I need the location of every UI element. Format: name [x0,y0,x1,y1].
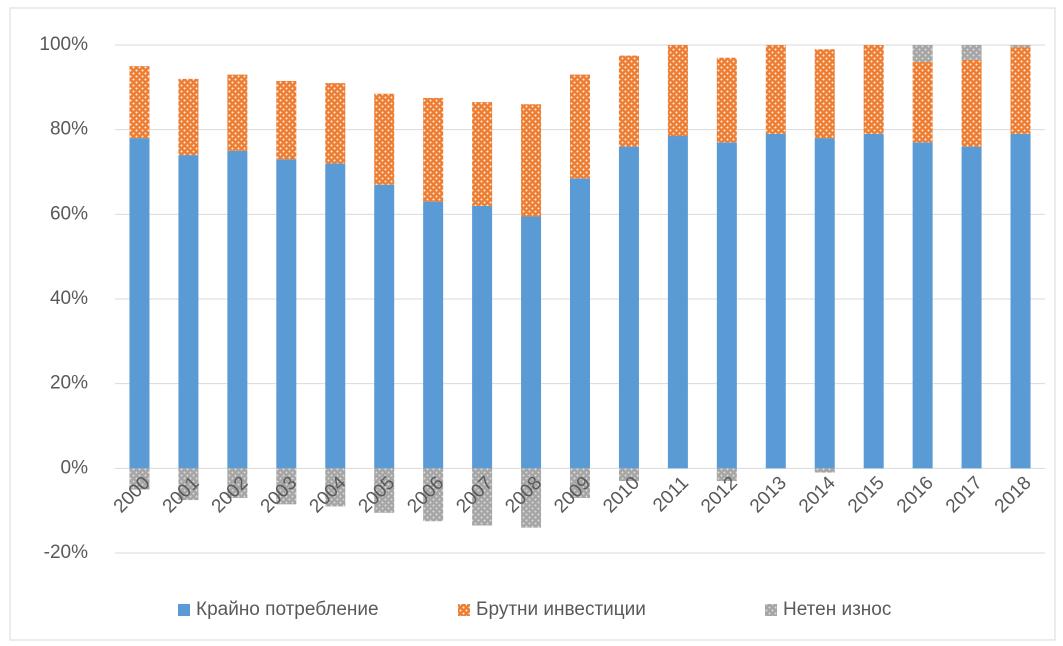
bar [765,133,786,469]
bar [716,142,737,469]
bar [178,155,199,469]
bar [423,201,444,469]
bar [423,97,444,202]
x-tick-label: 2013 [746,473,791,518]
bar [129,66,150,139]
bar [423,468,444,522]
bar [276,468,297,505]
bar [472,205,493,469]
legend-swatch [178,604,190,616]
bar [1010,133,1031,469]
bar [129,468,150,490]
y-tick-label: 100% [39,34,88,55]
bar [863,45,884,134]
bar [276,159,297,469]
bar [521,216,542,469]
bar [227,74,248,151]
legend-swatch [458,604,470,616]
y-tick-label: 20% [50,373,88,394]
bar [716,468,737,482]
bar [912,61,933,143]
bar [667,45,688,137]
x-tick-label: 2018 [991,473,1036,518]
y-tick-label: -20% [44,542,88,563]
bar [374,468,395,513]
bar [129,138,150,469]
bar [570,468,590,498]
y-tick-label: 60% [50,203,88,224]
bar [521,104,542,217]
bar [178,78,199,156]
bar [814,49,835,139]
x-tick-label: 2017 [942,473,987,518]
bar [912,142,933,469]
bar [570,178,590,469]
legend-label: Крайно потребление [196,599,379,620]
y-tick-label: 80% [50,119,88,140]
y-tick-label: 40% [50,288,88,309]
bar [472,102,493,206]
bar [961,146,982,469]
bar [1010,47,1031,134]
bar [276,80,297,160]
bar [374,184,395,469]
x-tick-label: 2016 [893,473,938,518]
bar [521,468,542,528]
bar [374,93,395,185]
bar [961,45,982,60]
bar [618,468,639,482]
bar [227,150,248,469]
bar [961,59,982,147]
bar [765,45,786,134]
bar [618,146,639,469]
bar [570,74,590,179]
bar [325,163,346,469]
y-tick-label: 0% [61,457,89,478]
bar [472,468,493,526]
chart-frame [9,7,1056,641]
bar [178,468,199,501]
bar [1010,45,1031,48]
x-tick-label: 2014 [795,472,840,517]
bar [618,55,639,147]
bar [814,138,835,469]
x-tick-label: 2015 [844,473,889,518]
legend-label: Нетен износ [783,599,891,620]
legend-swatch [765,604,777,616]
bar [667,136,688,469]
bar [863,133,884,469]
bar [325,468,346,507]
bar [227,468,248,498]
bar [325,83,346,164]
bar [912,45,933,62]
bar [814,468,835,473]
legend-label: Брутни инвестиции [476,599,646,620]
bar [716,57,737,143]
x-tick-label: 2011 [649,473,693,517]
